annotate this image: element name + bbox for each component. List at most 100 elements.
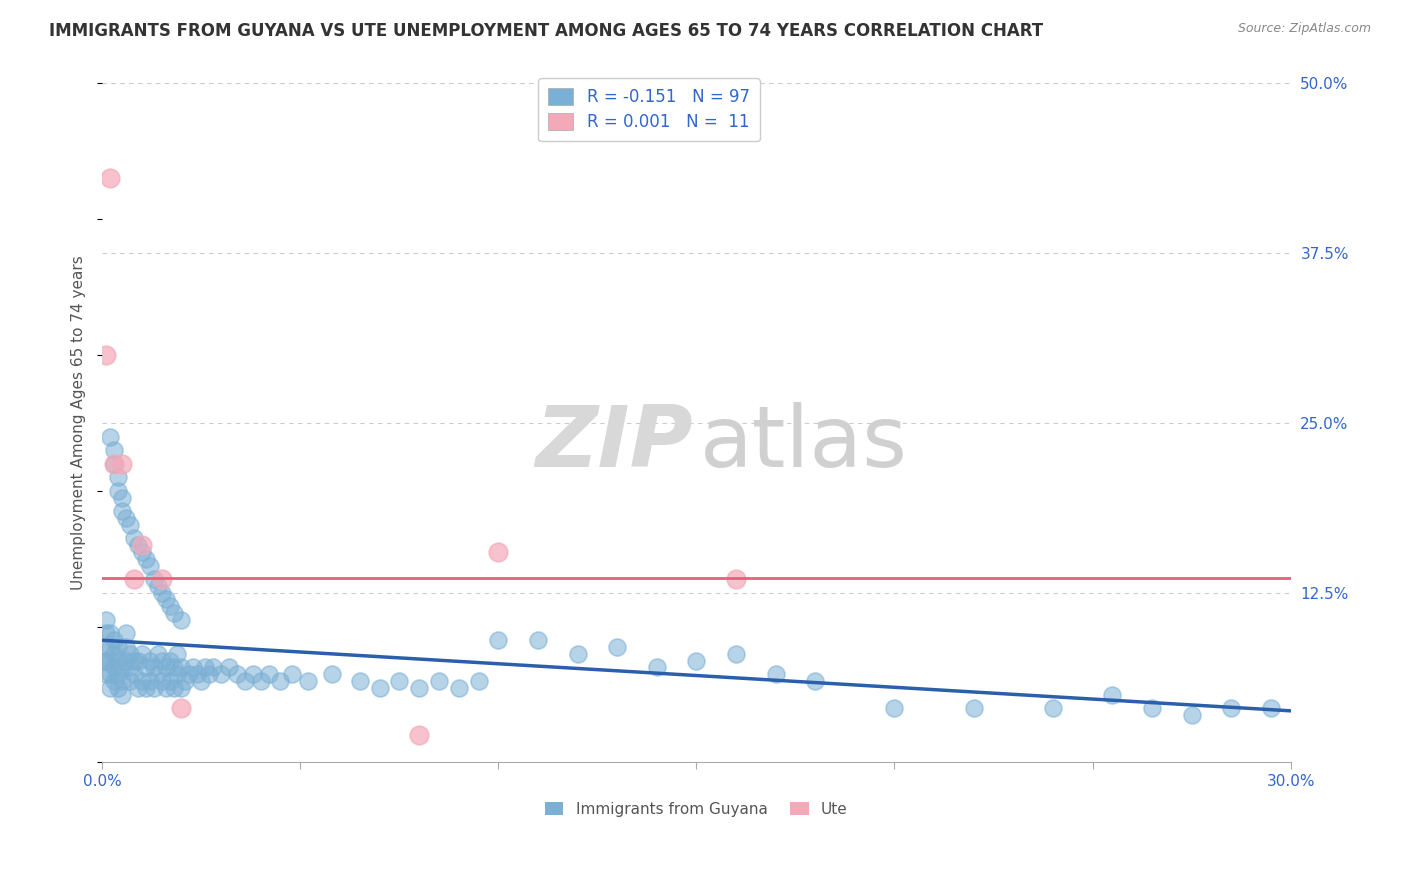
Point (159, 654, 181, 668)
Point (159, 673, 181, 688)
Point (150, 585, 173, 599)
Point (486, 633, 509, 648)
Point (96, 348, 118, 362)
Text: IMMIGRANTS FROM GUYANA VS UTE UNEMPLOYMENT AMONG AGES 65 TO 74 YEARS CORRELATION: IMMIGRANTS FROM GUYANA VS UTE UNEMPLOYME… (49, 22, 1043, 40)
Point (146, 579, 169, 593)
Point (162, 606, 184, 620)
Point (155, 681, 177, 695)
Point (142, 572, 165, 586)
Point (111, 504, 134, 518)
Point (142, 660, 165, 674)
Point (527, 633, 550, 648)
Point (98, 429, 121, 443)
Text: atlas: atlas (700, 401, 908, 485)
Point (685, 654, 707, 668)
Point (98, 640, 121, 654)
Point (122, 667, 145, 681)
Point (107, 483, 129, 498)
Point (567, 647, 589, 661)
Point (135, 681, 157, 695)
Point (447, 681, 470, 695)
Point (103, 660, 125, 674)
Point (724, 647, 747, 661)
Point (233, 673, 256, 688)
Point (408, 728, 430, 742)
Point (186, 667, 208, 681)
Point (1101, 688, 1123, 702)
Point (93, 654, 115, 668)
Point (107, 470, 129, 484)
Point (963, 701, 986, 715)
Point (131, 538, 153, 552)
Point (1260, 701, 1282, 715)
Point (269, 673, 291, 688)
Point (198, 667, 221, 681)
Point (107, 654, 129, 668)
Point (103, 673, 125, 688)
Point (96, 626, 118, 640)
Point (142, 681, 165, 695)
Point (111, 457, 134, 471)
Point (166, 667, 188, 681)
Point (115, 511, 138, 525)
Point (1140, 701, 1163, 715)
Point (139, 654, 162, 668)
Point (98, 171, 121, 186)
Point (218, 660, 240, 674)
Point (606, 640, 628, 654)
Point (103, 647, 125, 661)
Point (146, 667, 169, 681)
Text: ZIP: ZIP (536, 401, 693, 485)
Point (103, 457, 125, 471)
Point (127, 538, 149, 552)
Point (155, 660, 177, 674)
Point (115, 654, 138, 668)
Point (135, 660, 157, 674)
Point (135, 551, 157, 566)
Point (170, 681, 193, 695)
Point (155, 592, 177, 607)
Point (111, 673, 134, 688)
Point (174, 673, 197, 688)
Point (190, 673, 212, 688)
Point (181, 660, 204, 674)
Point (883, 701, 905, 715)
Point (122, 572, 145, 586)
Point (297, 673, 319, 688)
Point (281, 667, 304, 681)
Point (118, 660, 141, 674)
Point (645, 660, 668, 674)
Point (765, 667, 787, 681)
Point (427, 673, 450, 688)
Point (467, 673, 489, 688)
Point (96, 640, 118, 654)
Point (486, 545, 509, 559)
Point (146, 647, 169, 661)
Point (202, 660, 225, 674)
Point (111, 491, 134, 505)
Y-axis label: Unemployment Among Ages 65 to 74 years: Unemployment Among Ages 65 to 74 years (72, 256, 86, 591)
Point (724, 572, 747, 586)
Point (194, 660, 217, 674)
Point (115, 626, 138, 640)
Point (107, 640, 129, 654)
Point (150, 654, 173, 668)
Point (249, 673, 271, 688)
Point (242, 667, 264, 681)
Point (103, 457, 125, 471)
Point (111, 660, 134, 674)
Point (122, 532, 145, 546)
Point (388, 673, 411, 688)
Point (103, 443, 125, 458)
Point (103, 633, 125, 648)
Point (170, 660, 193, 674)
Point (98, 681, 121, 695)
Point (225, 667, 247, 681)
Point (1220, 701, 1243, 715)
Point (96, 667, 118, 681)
Point (179, 667, 201, 681)
Point (1042, 701, 1064, 715)
Point (170, 613, 193, 627)
Point (131, 673, 153, 688)
Point (166, 647, 188, 661)
